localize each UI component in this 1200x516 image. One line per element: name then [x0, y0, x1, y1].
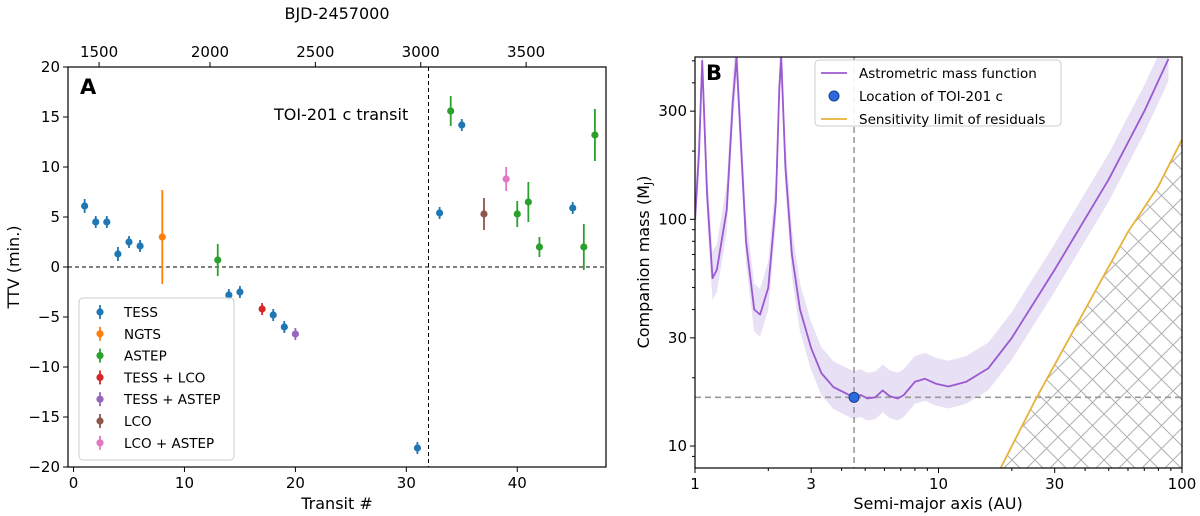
ttv-x-axis-label: Transit #	[300, 494, 373, 513]
toi201c-location-marker	[848, 391, 860, 403]
ttv-y-tick-label: −10	[28, 358, 60, 376]
ttv-point	[513, 210, 521, 218]
mass-x-tick-label: 3	[806, 475, 816, 493]
ttv-legend-marker	[96, 373, 104, 381]
ttv-point	[269, 311, 277, 319]
mass-legend-label: Sensitivity limit of residuals	[859, 112, 1045, 128]
ttv-y-tick-label: −5	[38, 308, 60, 326]
mass-y-tick-label: 100	[658, 210, 687, 228]
ttv-top-tick-label: 3500	[507, 43, 545, 61]
mass-x-tick-label: 1	[690, 475, 700, 493]
ttv-point	[214, 256, 222, 264]
sensitivity-limit-line	[999, 139, 1182, 468]
mass-legend-label: Location of TOI-201 c	[859, 89, 1003, 105]
ttv-point	[136, 242, 144, 250]
ttv-top-tick-label: 1500	[80, 43, 118, 61]
excluded-region-hatch	[1000, 139, 1182, 468]
ttv-point	[535, 243, 544, 251]
ttv-point	[447, 107, 455, 115]
ttv-y-axis-label: TTV (min.)	[4, 225, 23, 309]
ttv-point	[413, 444, 422, 452]
ttv-point	[580, 243, 588, 251]
ttv-legend-label: LCO	[124, 414, 152, 430]
ttv-x-tick-label: 0	[69, 474, 79, 492]
mass-y-tick-label: 300	[658, 102, 687, 120]
ttv-point	[236, 288, 244, 296]
ttv-top-tick-label: 3000	[402, 43, 440, 61]
ttv-y-tick-label: 5	[50, 208, 60, 226]
ttv-x-tick-label: 30	[397, 474, 416, 492]
mass-function-uncertainty-band	[695, 57, 1169, 421]
ttv-x-tick-label: 20	[286, 474, 305, 492]
panel-label-a: A	[80, 75, 97, 99]
mass-plot-area	[695, 57, 1182, 468]
ttv-point	[591, 131, 599, 139]
mass-legend-box	[814, 59, 1062, 127]
ttv-point	[114, 250, 122, 258]
ttv-point	[158, 233, 166, 241]
ttv-x-tick-label: 40	[508, 474, 527, 492]
mass-x-tick-label: 100	[1168, 475, 1197, 493]
mass-x-tick-label: 30	[1045, 475, 1064, 493]
ttv-top-tick-label: 2000	[191, 43, 229, 61]
ttv-y-tick-label: 10	[41, 158, 60, 176]
mass-panel: 1 3 10 30 100 10 30 100 300 B Semi-major axis (A…	[634, 56, 1197, 513]
ttv-point	[103, 218, 111, 226]
toi201c-transit-annotation: TOI-201 c transit	[273, 105, 408, 124]
ttv-point	[280, 323, 288, 331]
ttv-y-tick-label: −20	[28, 458, 60, 476]
ttv-point	[480, 210, 488, 218]
panel-label-b: B	[706, 61, 722, 85]
ttv-legend: TESS NGTS ASTEP TESS + LCO TESS + ASTEP LCO LC…	[78, 297, 235, 461]
ttv-top-tick-label: 2500	[296, 43, 334, 61]
ttv-x-tick-label: 10	[175, 474, 194, 492]
ttv-legend-label: LCO + ASTEP	[124, 436, 214, 452]
ttv-y-tick-label: 15	[41, 108, 60, 126]
ttv-point	[502, 175, 510, 183]
ttv-point	[436, 209, 444, 217]
mass-y-axis-label-sub: J	[642, 182, 655, 186]
ttv-y-tick-label: −15	[28, 408, 60, 426]
mass-legend-marker-swatch	[828, 90, 840, 102]
ttv-panel: 0 10 20 30 40 −20 −15 −10 −5 0 5 10 15 20 1500 2000 2500…	[4, 4, 607, 513]
ttv-point	[569, 204, 577, 212]
ttv-legend-label: TESS	[123, 305, 158, 321]
ttv-point	[225, 291, 233, 299]
ttv-point	[92, 218, 100, 226]
ttv-legend-label: NGTS	[124, 327, 161, 343]
mass-y-axis-label: Companion mass (MJ)	[634, 176, 655, 349]
ttv-legend-marker	[96, 308, 104, 316]
ttv-point	[258, 305, 266, 313]
ttv-point	[291, 330, 300, 338]
ttv-legend-label: ASTEP	[124, 349, 167, 365]
mass-ticks: 1 3 10 30 100 10 30 100 300	[658, 60, 1197, 493]
ttv-legend-marker	[96, 439, 104, 447]
ttv-point	[524, 198, 532, 206]
mass-y-axis-label-close: )	[634, 176, 653, 182]
ttv-y-tick-label: 20	[41, 58, 60, 76]
mass-legend-label: Astrometric mass function	[859, 66, 1037, 82]
ttv-ticks: 0 10 20 30 40 −20 −15 −10 −5 0 5 10 15 20 1500 2000 2500…	[28, 43, 545, 492]
ttv-legend-marker	[96, 330, 104, 338]
ttv-plot-area	[68, 67, 606, 467]
ttv-legend-marker	[96, 352, 104, 360]
ttv-legend-box	[78, 297, 235, 461]
mass-legend: Astrometric mass function Location of TOI…	[814, 59, 1062, 128]
ttv-y-tick-label: 0	[50, 258, 60, 276]
mass-x-tick-label: 10	[929, 475, 948, 493]
mass-y-axis-label-main: Companion mass (M	[634, 185, 653, 348]
ttv-legend-label: TESS + ASTEP	[123, 392, 221, 408]
ttv-legend-marker	[96, 395, 104, 403]
ttv-legend-label: TESS + LCO	[123, 370, 205, 386]
ttv-point	[125, 238, 133, 246]
mass-y-tick-label: 10	[668, 437, 687, 455]
ttv-top-axis-label: BJD-2457000	[284, 4, 389, 23]
ttv-legend-marker	[96, 417, 104, 425]
mass-y-tick-label: 30	[668, 329, 687, 347]
ttv-point	[458, 121, 466, 129]
ttv-point	[81, 202, 89, 210]
astrometric-mass-function-curve	[695, 57, 1170, 400]
mass-x-axis-label: Semi-major axis (AU)	[853, 494, 1022, 513]
